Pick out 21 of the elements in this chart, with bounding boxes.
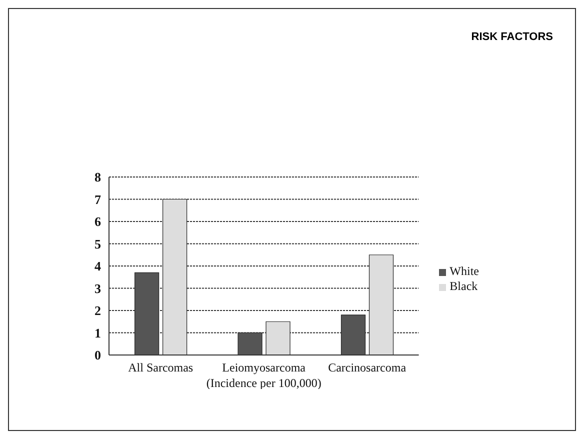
y-tick-label: 1 [94, 325, 101, 340]
bar [340, 314, 366, 355]
bar [162, 198, 188, 355]
bar [134, 272, 160, 355]
y-tick-label: 4 [94, 258, 102, 274]
text: RISK FACTORS [471, 31, 553, 43]
legend-label: White [450, 264, 479, 278]
y-tick-label: 7 [94, 192, 102, 207]
x-tick-label: Carcinosarcoma [328, 360, 407, 375]
y-tick-label: 2 [94, 303, 101, 318]
y-tick-label: 3 [94, 280, 102, 296]
x-tick-label: Leiomyosarcoma [222, 360, 306, 375]
bar [368, 254, 394, 355]
bar [238, 332, 262, 355]
y-tick-label: 5 [94, 236, 102, 252]
y-tick-label: 0 [94, 348, 101, 363]
y-tick-label: 8 [94, 170, 102, 185]
y-tick-label: 6 [94, 214, 102, 230]
x-tick-label: All Sarcomas [128, 360, 194, 375]
bar [266, 321, 290, 355]
legend-label: Black [450, 279, 478, 293]
